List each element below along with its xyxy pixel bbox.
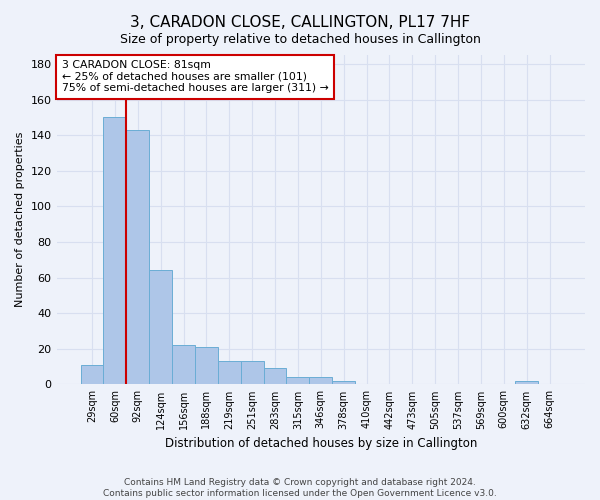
Bar (127, 130, 149, 384)
Bar (80, 365, 103, 384)
X-axis label: Distribution of detached houses by size in Callington: Distribution of detached houses by size … (164, 437, 477, 450)
Text: 3, CARADON CLOSE, CALLINGTON, PL17 7HF: 3, CARADON CLOSE, CALLINGTON, PL17 7HF (130, 15, 470, 30)
Bar (172, 346, 195, 385)
Bar (515, 381, 538, 384)
Text: Contains HM Land Registry data © Crown copyright and database right 2024.
Contai: Contains HM Land Registry data © Crown c… (103, 478, 497, 498)
Bar (286, 378, 310, 384)
Text: Size of property relative to detached houses in Callington: Size of property relative to detached ho… (119, 32, 481, 46)
Bar (103, 118, 127, 384)
Bar (149, 270, 172, 384)
Y-axis label: Number of detached properties: Number of detached properties (15, 132, 25, 308)
Bar (310, 378, 332, 384)
Text: 3 CARADON CLOSE: 81sqm
← 25% of detached houses are smaller (101)
75% of semi-de: 3 CARADON CLOSE: 81sqm ← 25% of detached… (62, 60, 329, 93)
Bar (218, 362, 241, 384)
Bar (241, 362, 263, 384)
Bar (332, 381, 355, 384)
Bar (263, 368, 286, 384)
Bar (195, 347, 218, 385)
